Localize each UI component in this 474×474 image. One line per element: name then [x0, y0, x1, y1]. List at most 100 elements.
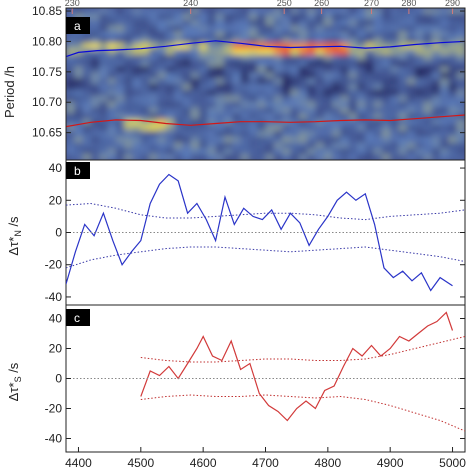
y-tick-label: 10.65: [32, 126, 62, 140]
heatmap-cell: [248, 113, 258, 120]
heatmap-cell: [398, 8, 408, 15]
heatmap-cell: [307, 31, 316, 38]
heatmap-cell: [107, 13, 117, 21]
heatmap-cell: [381, 95, 391, 103]
heatmap-cell: [174, 119, 183, 126]
heatmap-cell: [115, 130, 125, 138]
heatmap-cell: [373, 107, 383, 114]
heatmap-cell: [448, 119, 458, 126]
heatmap-cell: [115, 43, 125, 50]
heatmap-cell: [240, 148, 250, 155]
heatmap-cell: [124, 107, 134, 114]
heatmap-cell: [149, 95, 158, 103]
heatmap-cell: [99, 107, 109, 114]
heatmap-cell: [248, 130, 258, 138]
dotted-line-1-2: [66, 246, 465, 269]
heatmap-cell: [190, 113, 200, 120]
heatmap-cell: [440, 43, 449, 50]
heatmap-cell: [290, 130, 300, 138]
heatmap-cell: [265, 142, 275, 149]
heatmap-cell: [248, 119, 258, 126]
heatmap-cell: [157, 130, 167, 138]
x-tick-label: 4900: [377, 456, 404, 470]
heatmap-cell: [190, 78, 200, 85]
heatmap-cell: [157, 84, 167, 91]
heatmap-cell: [190, 31, 200, 38]
heatmap-cell: [298, 95, 308, 103]
heatmap-cell: [215, 107, 225, 114]
heatmap-cell: [82, 142, 92, 149]
heatmap-cell: [82, 136, 92, 143]
heatmap-cell: [223, 142, 233, 149]
heatmap-cell: [348, 37, 358, 44]
heatmap-cell: [248, 31, 258, 38]
heatmap-cell: [74, 154, 84, 160]
heatmap-cell: [340, 148, 350, 155]
heatmap-cell: [140, 43, 150, 50]
heatmap-cell: [199, 84, 208, 91]
heatmap-cell: [165, 89, 175, 97]
heatmap-cell: [315, 78, 325, 85]
heatmap-cell: [431, 8, 441, 15]
heatmap-cell: [149, 124, 158, 132]
heatmap-cell: [431, 154, 441, 160]
heatmap-cell: [406, 130, 416, 138]
heatmap-cell: [124, 43, 134, 50]
heatmap-cell: [165, 119, 175, 126]
heatmap-cell: [149, 113, 158, 120]
heatmap-cell: [356, 95, 366, 103]
heatmap-cell: [415, 89, 424, 97]
heatmap-cell: [348, 95, 358, 103]
heatmap-cell: [365, 31, 375, 38]
heatmap-cell: [431, 101, 441, 108]
heatmap-cell: [240, 84, 250, 91]
heatmap-cell: [240, 95, 250, 103]
heatmap-cell: [124, 89, 134, 97]
heatmap-cell: [82, 119, 92, 126]
heatmap-cell: [149, 31, 158, 38]
heatmap-cell: [356, 37, 366, 44]
heatmap-cell: [423, 124, 433, 132]
heatmap-cell: [265, 66, 275, 73]
heatmap-cell: [240, 37, 250, 44]
x-tick-label: 4400: [65, 456, 92, 470]
heatmap-cell: [82, 130, 92, 138]
heatmap-cell: [115, 89, 125, 97]
heatmap-cell: [232, 37, 242, 44]
heatmap-cell: [90, 89, 100, 97]
heatmap-cell: [257, 107, 267, 114]
heatmap-cell: [199, 107, 208, 114]
heatmap-cell: [66, 84, 75, 91]
heatmap-cell: [332, 37, 341, 44]
y-tick-label: -40: [45, 290, 63, 304]
heatmap-cell: [323, 154, 333, 160]
heatmap-cell: [381, 78, 391, 85]
heatmap-cell: [415, 8, 424, 15]
heatmap-cell: [82, 84, 92, 91]
heatmap-cell: [415, 142, 424, 149]
heatmap-cell: [348, 19, 358, 27]
heatmap-cell: [298, 60, 308, 67]
heatmap-cell: [157, 25, 167, 32]
heatmap-cell: [456, 19, 465, 27]
heatmap-cell: [381, 107, 391, 114]
heatmap-cell: [356, 84, 366, 91]
heatmap-cell: [74, 113, 84, 120]
heatmap-cell: [456, 78, 465, 85]
heatmap-cell: [323, 37, 333, 44]
y-axis-label-b: Δτ*N /s: [6, 216, 23, 256]
heatmap-cell: [149, 43, 158, 50]
heatmap-cell: [190, 37, 200, 44]
heatmap-cell: [190, 19, 200, 27]
heatmap-cell: [307, 89, 316, 97]
heatmap-cell: [240, 54, 250, 62]
heatmap-cell: [381, 113, 391, 120]
heatmap-cell: [115, 66, 125, 73]
heatmap-cell: [190, 13, 200, 21]
heatmap-cell: [315, 95, 325, 103]
heatmap-cell: [307, 107, 316, 114]
heatmap-cell: [298, 84, 308, 91]
heatmap-cell: [124, 72, 134, 79]
heatmap-cell: [66, 60, 75, 67]
heatmap-cell: [215, 54, 225, 62]
